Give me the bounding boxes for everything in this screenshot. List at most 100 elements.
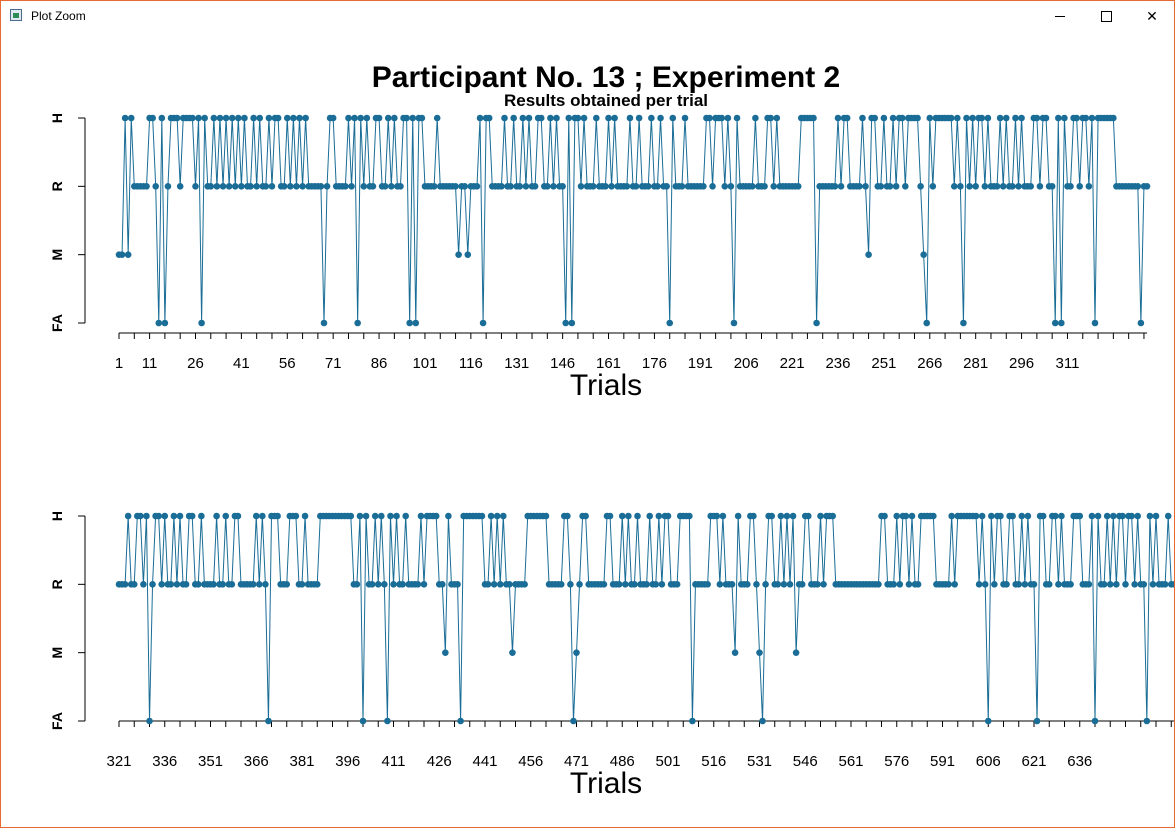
data-point bbox=[1061, 114, 1068, 122]
data-point bbox=[207, 183, 215, 190]
data-point bbox=[600, 581, 608, 588]
data-point bbox=[368, 581, 376, 588]
x-tick-label: 426 bbox=[427, 753, 452, 770]
data-point bbox=[777, 512, 785, 520]
data-point bbox=[345, 114, 352, 122]
data-point bbox=[1024, 512, 1032, 520]
x-tick-label: 486 bbox=[610, 753, 635, 770]
data-point bbox=[730, 319, 738, 327]
x-tick-label: 396 bbox=[335, 753, 360, 770]
data-point bbox=[1012, 114, 1019, 122]
data-point bbox=[689, 717, 696, 725]
data-point bbox=[397, 183, 404, 190]
title-bar[interactable]: Plot Zoom ✕ bbox=[1, 1, 1174, 32]
data-point bbox=[718, 114, 726, 122]
x-tick-label: 266 bbox=[917, 355, 942, 372]
data-point bbox=[1091, 717, 1099, 725]
data-point bbox=[862, 183, 869, 190]
data-point bbox=[669, 114, 677, 122]
data-point bbox=[430, 183, 438, 190]
data-point bbox=[817, 512, 824, 520]
data-point bbox=[501, 114, 508, 122]
data-point bbox=[210, 114, 218, 122]
minimize-icon bbox=[1055, 16, 1065, 17]
data-point bbox=[871, 114, 879, 122]
data-point bbox=[390, 581, 397, 588]
data-point bbox=[1052, 512, 1059, 520]
data-point bbox=[238, 183, 245, 190]
data-point bbox=[140, 581, 147, 588]
data-point bbox=[963, 114, 970, 122]
data-point bbox=[348, 183, 355, 190]
data-point bbox=[259, 512, 266, 520]
data-point bbox=[1067, 183, 1074, 190]
data-point bbox=[716, 581, 724, 588]
data-point bbox=[222, 114, 230, 122]
data-point bbox=[293, 183, 300, 190]
data-point bbox=[234, 512, 242, 520]
data-point bbox=[957, 183, 964, 190]
data-point bbox=[457, 717, 464, 725]
data-point bbox=[889, 114, 897, 122]
data-point bbox=[744, 581, 751, 588]
close-button[interactable]: ✕ bbox=[1129, 1, 1175, 32]
data-point bbox=[445, 512, 452, 520]
data-point bbox=[981, 581, 989, 588]
data-point bbox=[357, 114, 365, 122]
data-point bbox=[274, 512, 281, 520]
data-point bbox=[342, 183, 349, 190]
data-point bbox=[219, 581, 226, 588]
data-point bbox=[623, 183, 631, 190]
data-point bbox=[550, 183, 557, 190]
data-point bbox=[602, 183, 609, 190]
data-point bbox=[813, 319, 820, 327]
data-point bbox=[843, 114, 851, 122]
data-point bbox=[161, 512, 169, 520]
data-point bbox=[972, 183, 979, 190]
data-point bbox=[774, 581, 782, 588]
data-point bbox=[837, 183, 845, 190]
data-point bbox=[216, 114, 224, 122]
data-point bbox=[1085, 183, 1093, 190]
data-point bbox=[960, 319, 967, 327]
data-point bbox=[155, 319, 163, 327]
data-point bbox=[1110, 114, 1117, 122]
minimize-button[interactable] bbox=[1037, 1, 1083, 32]
data-point bbox=[228, 114, 236, 122]
data-point bbox=[721, 183, 729, 190]
data-point bbox=[1113, 581, 1120, 588]
data-point bbox=[158, 581, 165, 588]
data-point bbox=[381, 183, 389, 190]
x-tick-label: 101 bbox=[412, 355, 437, 372]
x-tick-label: 471 bbox=[564, 753, 589, 770]
data-point bbox=[1018, 114, 1025, 122]
data-point bbox=[704, 581, 711, 588]
data-point bbox=[1048, 183, 1056, 190]
data-point bbox=[507, 183, 514, 190]
data-point bbox=[664, 512, 672, 520]
data-point bbox=[283, 581, 291, 588]
data-point bbox=[749, 183, 756, 190]
data-point bbox=[1036, 183, 1044, 190]
close-icon: ✕ bbox=[1146, 8, 1158, 25]
x-tick-label: 56 bbox=[279, 355, 296, 372]
maximize-button[interactable] bbox=[1083, 1, 1129, 32]
data-point bbox=[789, 512, 797, 520]
data-point bbox=[201, 114, 208, 122]
data-point bbox=[733, 114, 741, 122]
data-point bbox=[173, 114, 181, 122]
data-point bbox=[432, 512, 440, 520]
data-point bbox=[783, 512, 791, 520]
data-point bbox=[1085, 581, 1093, 588]
data-point bbox=[1134, 512, 1141, 520]
data-point bbox=[198, 512, 205, 520]
data-point bbox=[1134, 183, 1142, 190]
data-point bbox=[1039, 512, 1047, 520]
data-point bbox=[997, 512, 1004, 520]
data-point bbox=[914, 581, 922, 588]
data-point bbox=[767, 114, 774, 122]
maximize-icon bbox=[1100, 11, 1112, 22]
data-point bbox=[173, 581, 181, 588]
data-point bbox=[213, 183, 221, 190]
charts-svg: Participant No. 13 ; Experiment 2 Result… bbox=[49, 61, 1175, 800]
